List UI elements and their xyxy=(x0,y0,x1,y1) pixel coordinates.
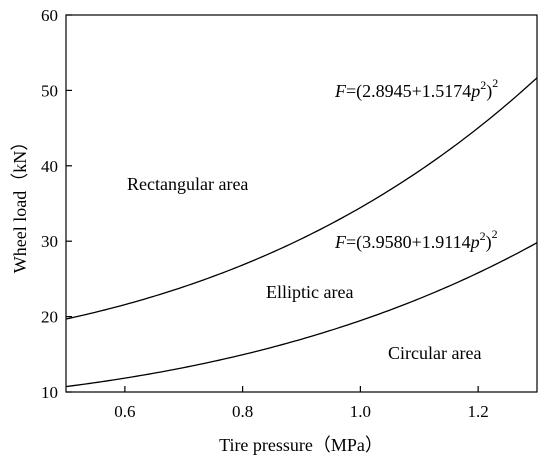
y-tick-label: 50 xyxy=(41,81,58,100)
eq-var: F xyxy=(334,81,347,101)
region-label-elliptic: Elliptic area xyxy=(266,282,353,302)
curve-rectangular-boundary xyxy=(65,242,538,388)
eq-outer-exp: 2 xyxy=(492,76,498,90)
eq-inner-exp: 2 xyxy=(480,78,486,92)
y-tick-label: 20 xyxy=(41,308,58,327)
x-tick-label: 1.2 xyxy=(468,402,489,421)
y-tick-label: 60 xyxy=(41,6,58,25)
eq-inner-exp: 2 xyxy=(480,229,486,243)
equation-circular-boundary: F=(3.9580+1.9114p2)2 xyxy=(334,227,498,253)
eq-outer-exp: 2 xyxy=(492,227,498,241)
y-axis-label: Wheel load（kN） xyxy=(10,133,30,273)
x-tick-label: 0.6 xyxy=(114,402,135,421)
equation-rectangular-boundary: F=(2.8945+1.5174p2)2 xyxy=(334,76,498,102)
y-tick-label: 40 xyxy=(41,157,58,176)
eq-p: p xyxy=(469,232,480,252)
plot-frame xyxy=(65,14,538,393)
eq-body: =(3.9580+1.9114 xyxy=(346,232,471,253)
eq-var: F xyxy=(334,232,347,252)
region-label-rectangular: Rectangular area xyxy=(127,174,248,194)
region-label-circular: Circular area xyxy=(388,343,481,363)
x-axis-label: Tire pressure（MPa） xyxy=(219,435,383,455)
y-tick-label: 10 xyxy=(41,383,58,402)
curve-circular-boundary xyxy=(65,77,538,320)
x-tick-label: 1.0 xyxy=(350,402,371,421)
eq-close: ) xyxy=(486,81,492,102)
eq-p: p xyxy=(469,81,480,101)
axis-ticks: 0.6 0.8 1.0 1.2 10 20 30 40 50 60 xyxy=(41,6,489,421)
eq-body: =(2.8945+1.5174 xyxy=(346,81,471,102)
eq-close: ) xyxy=(486,232,492,253)
y-tick-label: 30 xyxy=(41,232,58,251)
x-tick-label: 0.8 xyxy=(232,402,253,421)
